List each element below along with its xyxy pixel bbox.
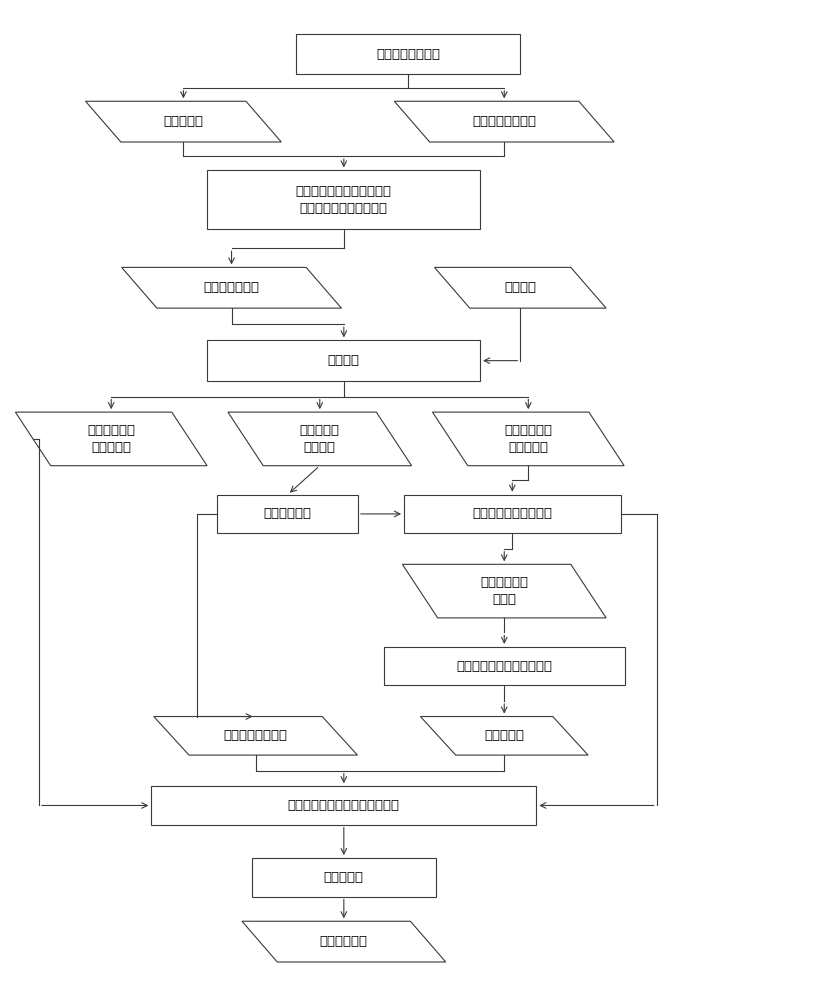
Text: 分布规律统计: 分布规律统计 xyxy=(264,507,312,520)
Polygon shape xyxy=(420,717,588,755)
Bar xyxy=(207,340,480,381)
Polygon shape xyxy=(122,267,341,308)
Text: 相控约束: 相控约束 xyxy=(328,354,360,367)
Bar xyxy=(151,786,536,825)
Bar xyxy=(404,495,620,533)
Polygon shape xyxy=(86,101,282,142)
Polygon shape xyxy=(242,921,446,962)
Polygon shape xyxy=(153,717,357,755)
Polygon shape xyxy=(434,267,606,308)
Text: 测井岩石弹性参数: 测井岩石弹性参数 xyxy=(472,115,536,128)
Text: 贝叶斯分类: 贝叶斯分类 xyxy=(324,871,364,884)
Polygon shape xyxy=(228,412,411,466)
Text: 理论模型弹性
参数值: 理论模型弹性 参数值 xyxy=(481,576,528,606)
Bar xyxy=(295,34,521,74)
Bar xyxy=(218,495,358,533)
Text: 地震相体: 地震相体 xyxy=(504,281,536,294)
Text: 弹性参数数据体: 弹性参数数据体 xyxy=(203,281,259,294)
Text: 交汇分析，优选与孔隙度敏
感的一种或多种弹性参数: 交汇分析，优选与孔隙度敏 感的一种或多种弹性参数 xyxy=(296,185,392,215)
Polygon shape xyxy=(16,412,207,466)
Text: 相控下的弹性
参数数据体: 相控下的弹性 参数数据体 xyxy=(87,424,135,454)
Text: 测井孔隙度: 测井孔隙度 xyxy=(163,115,203,128)
Text: 确定目标储层区域: 确定目标储层区域 xyxy=(376,48,440,61)
Text: 相控下的测
井孔隙度: 相控下的测 井孔隙度 xyxy=(299,424,339,454)
Text: 弹性参数误差分布规律分析: 弹性参数误差分布规律分析 xyxy=(456,660,552,673)
Polygon shape xyxy=(394,101,614,142)
Bar xyxy=(384,647,624,685)
Polygon shape xyxy=(402,564,606,618)
Text: 交汇拟合理论初始模型: 交汇拟合理论初始模型 xyxy=(472,507,552,520)
Bar xyxy=(207,170,480,229)
Text: 相控下的井旁
道弹性参数: 相控下的井旁 道弹性参数 xyxy=(504,424,552,454)
Text: 孔隙度与岩石弹性参数完整映射: 孔隙度与岩石弹性参数完整映射 xyxy=(288,799,400,812)
Text: 重采样测井孔隙度: 重采样测井孔隙度 xyxy=(224,729,287,742)
Bar xyxy=(251,858,436,897)
Polygon shape xyxy=(432,412,624,466)
Text: 相控孔隙度体: 相控孔隙度体 xyxy=(320,935,368,948)
Text: 重采样误差: 重采样误差 xyxy=(484,729,524,742)
